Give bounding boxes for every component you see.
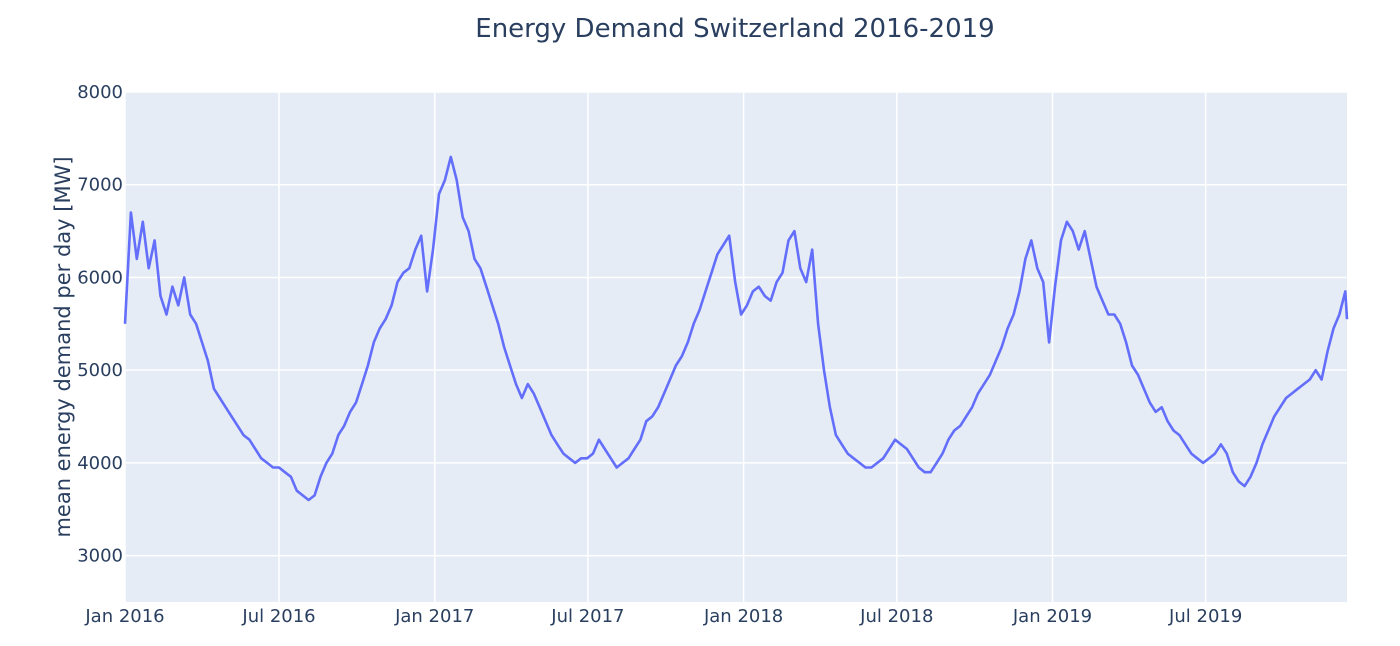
y-tick-label: 5000 <box>77 360 123 381</box>
plot-background <box>125 92 1347 602</box>
y-tick-label: 7000 <box>77 175 123 196</box>
chart-title: Energy Demand Switzerland 2016-2019 <box>475 14 995 44</box>
y-tick-labels: 3000 4000 5000 6000 7000 8000 <box>77 82 123 567</box>
x-tick-labels: Jan 2016 Jul 2016 Jan 2017 Jul 2017 Jan 2018… <box>84 606 1242 627</box>
x-tick-label: Jan 2018 <box>703 606 783 627</box>
x-tick-label: Jan 2017 <box>394 606 474 627</box>
y-tick-label: 4000 <box>77 453 123 474</box>
x-tick-label: Jan 2016 <box>84 606 164 627</box>
x-tick-label: Jul 2017 <box>550 606 624 627</box>
x-gridlines <box>124 92 1207 602</box>
y-gridlines <box>125 91 1347 557</box>
x-tick-label: Jul 2019 <box>1168 606 1242 627</box>
x-tick-label: Jan 2019 <box>1012 606 1092 627</box>
y-axis-title: mean energy demand per day [MW] <box>51 156 75 537</box>
x-tick-label: Jul 2016 <box>241 606 315 627</box>
y-tick-label: 6000 <box>77 267 123 288</box>
y-tick-label: 3000 <box>77 546 123 567</box>
demand-line <box>123 155 1349 502</box>
x-tick-label: Jul 2018 <box>859 606 933 627</box>
y-tick-label: 8000 <box>77 82 123 103</box>
